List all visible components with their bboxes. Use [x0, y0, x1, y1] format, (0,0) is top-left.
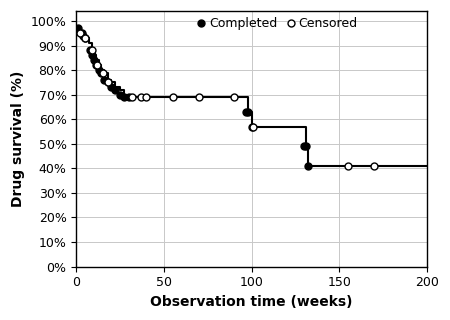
Completed: [81, 34, 86, 37]
Censored: [139, 95, 144, 99]
Censored: [130, 95, 135, 99]
Censored: [231, 95, 237, 99]
Completed: [98, 71, 104, 75]
Completed: [91, 58, 96, 62]
Completed: [108, 85, 114, 89]
Line: Completed: Completed: [75, 25, 311, 169]
Completed: [245, 110, 251, 114]
Completed: [102, 78, 107, 82]
Censored: [144, 95, 149, 99]
Completed: [90, 53, 95, 57]
Completed: [93, 63, 98, 67]
Legend: Completed, Censored: Completed, Censored: [193, 12, 363, 36]
Line: Censored: Censored: [76, 30, 378, 169]
Censored: [90, 49, 95, 52]
Completed: [243, 110, 249, 114]
Completed: [117, 93, 123, 97]
Censored: [105, 80, 111, 84]
Censored: [82, 36, 88, 40]
Censored: [196, 95, 202, 99]
Completed: [302, 144, 307, 148]
Censored: [372, 164, 377, 168]
Completed: [112, 88, 117, 92]
Completed: [88, 49, 93, 52]
Censored: [345, 164, 351, 168]
Completed: [249, 125, 254, 129]
Completed: [75, 26, 81, 30]
Completed: [105, 80, 111, 84]
Censored: [77, 31, 82, 35]
Completed: [126, 95, 131, 99]
Completed: [79, 31, 84, 35]
Completed: [121, 95, 126, 99]
Completed: [96, 68, 102, 72]
Y-axis label: Drug survival (%): Drug survival (%): [11, 71, 25, 207]
Censored: [100, 71, 105, 75]
X-axis label: Observation time (weeks): Observation time (weeks): [150, 295, 353, 309]
Completed: [305, 164, 310, 168]
Completed: [303, 144, 309, 148]
Censored: [170, 95, 176, 99]
Censored: [251, 125, 256, 129]
Completed: [82, 36, 88, 40]
Censored: [94, 63, 100, 67]
